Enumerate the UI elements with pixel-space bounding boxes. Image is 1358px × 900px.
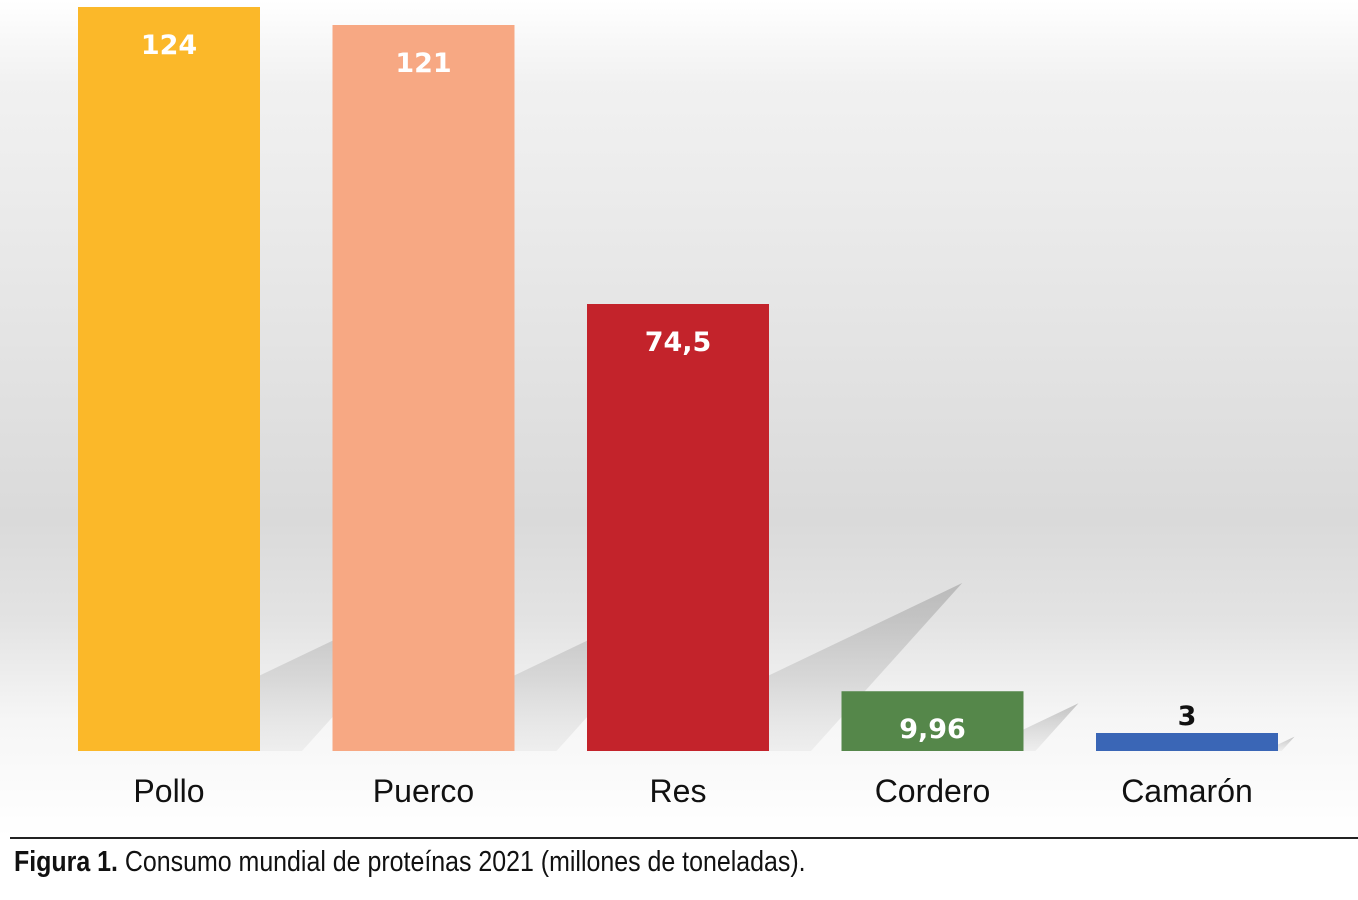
chart-area: 124 121 74,5 9,96 3 Pollo Puerco Res Cordero Cam… xyxy=(0,0,1358,838)
category-label-puerco: Puerco xyxy=(373,773,474,809)
value-label-puerco: 121 xyxy=(395,48,451,79)
figure-caption: Figura 1. Consumo mundial de proteínas 2… xyxy=(14,846,1158,879)
value-label-res: 74,5 xyxy=(645,327,712,358)
category-label-pollo: Pollo xyxy=(133,773,204,809)
category-label-res: Res xyxy=(650,773,707,809)
bar-res xyxy=(587,304,769,751)
bar-camaron xyxy=(1096,733,1278,751)
bar-chart: 124 121 74,5 9,96 3 Pollo Puerco Res Cordero Cam… xyxy=(78,7,1295,809)
value-label-pollo: 124 xyxy=(141,30,197,61)
category-label-cordero: Cordero xyxy=(875,773,991,809)
bar-shadow-cordero xyxy=(1023,703,1079,751)
bar-shadow-camaron xyxy=(1278,736,1295,751)
category-label-camaron: Camarón xyxy=(1121,773,1253,809)
bar-shadow-res xyxy=(769,583,963,751)
figure-number: Figura 1. xyxy=(14,846,118,878)
bar-puerco xyxy=(332,25,515,751)
bar-pollo xyxy=(78,7,260,751)
value-label-camaron: 3 xyxy=(1178,701,1197,732)
bar-cordero xyxy=(841,691,1024,751)
value-label-cordero: 9,96 xyxy=(899,714,966,745)
figure-caption-text: Consumo mundial de proteínas 2021 (millo… xyxy=(124,846,806,878)
caption-divider xyxy=(10,837,1358,839)
